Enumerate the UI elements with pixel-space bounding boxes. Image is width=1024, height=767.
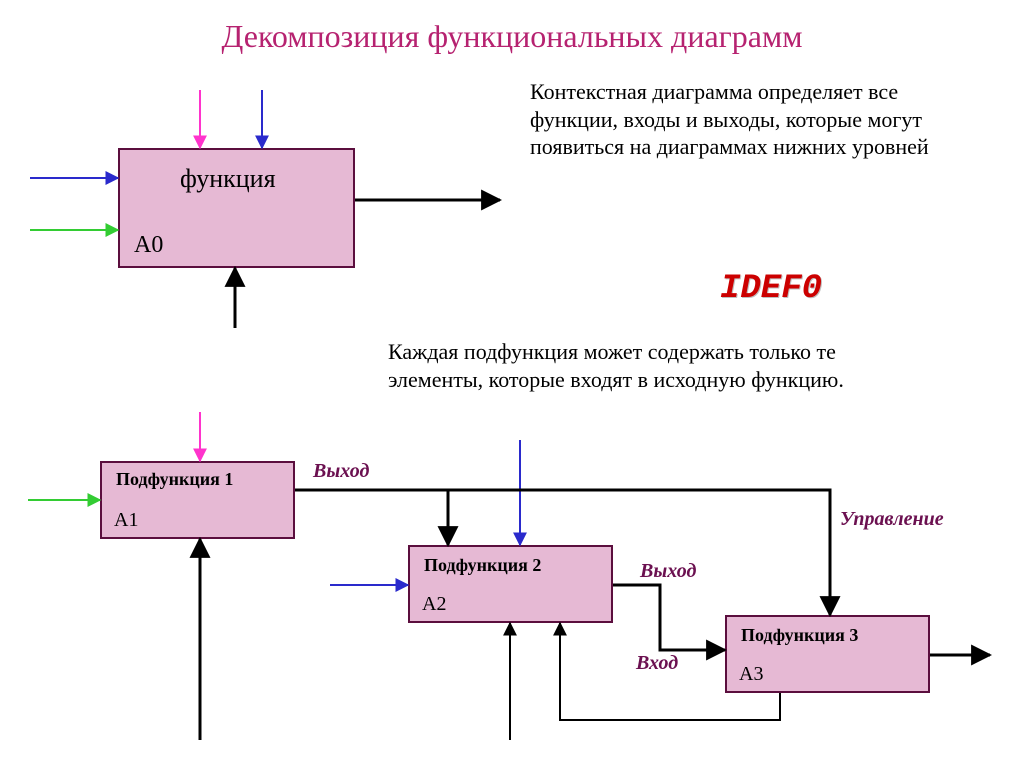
label-control: Управление (840, 508, 944, 531)
box-a0-title: функция (180, 164, 276, 194)
label-output-1: Выход (313, 460, 369, 483)
page-title: Декомпозиция функциональных диаграмм (0, 18, 1024, 55)
box-a3: Подфункция 3 A3 (725, 615, 930, 693)
label-input: Вход (636, 652, 678, 675)
subfunction-paragraph: Каждая подфункция может содержать только… (388, 338, 858, 393)
label-output-2: Выход (640, 560, 696, 583)
arrow-a2_out_to_a3_left (613, 585, 725, 650)
box-a3-title: Подфункция 3 (741, 625, 858, 646)
box-a1-title: Подфункция 1 (116, 469, 233, 490)
box-a1-code: A1 (114, 509, 138, 532)
box-a1: Подфункция 1 A1 (100, 461, 295, 539)
box-a3-code: A3 (739, 663, 763, 686)
arrow-a1_out_to_a2_top (295, 490, 448, 545)
context-paragraph: Контекстная диаграмма определяет все фун… (530, 78, 960, 161)
box-a2-code: A2 (422, 593, 446, 616)
box-a0: функция A0 (118, 148, 355, 268)
box-a2: Подфункция 2 A2 (408, 545, 613, 623)
box-a2-title: Подфункция 2 (424, 555, 541, 576)
idef0-label: IDEF0 (720, 270, 822, 308)
box-a0-code: A0 (134, 232, 163, 259)
